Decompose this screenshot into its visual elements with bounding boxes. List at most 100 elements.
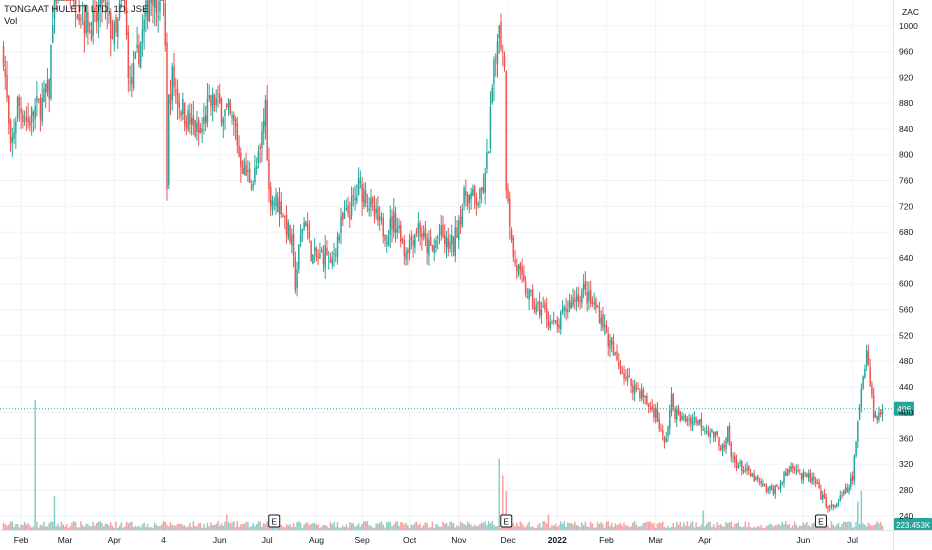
volume-bar <box>259 521 261 530</box>
candle-body <box>484 172 486 194</box>
candle-body <box>447 238 450 250</box>
volume-bar <box>143 522 145 530</box>
volume-bar <box>656 523 659 530</box>
volume-bar <box>53 496 56 530</box>
earnings-marker[interactable]: E <box>500 514 513 528</box>
candle <box>644 395 646 405</box>
volume-bar <box>698 526 701 530</box>
volume-bar <box>39 524 42 530</box>
candle-body <box>681 415 683 421</box>
volume-bar <box>342 525 344 530</box>
volume-bar <box>857 501 859 530</box>
candle-body <box>23 120 26 122</box>
candle-body <box>582 284 585 291</box>
candle <box>129 65 131 92</box>
candle <box>319 242 321 259</box>
candle <box>793 466 796 475</box>
candle-body <box>148 0 151 21</box>
candle-body <box>29 121 31 127</box>
volume-bar <box>660 523 662 530</box>
candle <box>804 471 806 478</box>
time-axis[interactable]: Feb Mar Apr 4 Jun Jul Aug Sep Oct Nov Dec 2022 Feb Ma… <box>0 530 932 546</box>
candle-body <box>739 461 741 464</box>
volume-bar <box>811 523 813 530</box>
time-tick-label: Oct <box>403 535 417 545</box>
volume-bar <box>635 524 638 530</box>
symbol-title[interactable]: TONGAAT HULETT LTD, 1D, JSE <box>4 4 149 15</box>
volume-bar <box>661 521 664 530</box>
candle-body <box>528 289 530 300</box>
candle-body <box>359 181 362 183</box>
candle-body <box>549 322 551 329</box>
candle-body <box>59 0 61 1</box>
volume-label[interactable]: Vol <box>4 16 18 27</box>
volume-bar <box>473 524 476 530</box>
candle-body <box>329 259 332 263</box>
volume-bar <box>243 523 246 530</box>
candle-body <box>523 275 525 281</box>
candle <box>544 299 546 313</box>
earnings-marker[interactable]: E <box>268 514 281 528</box>
volume-bar <box>711 527 713 530</box>
volume-bar <box>113 527 116 530</box>
volume-bar <box>560 521 562 530</box>
candle-body <box>567 309 569 312</box>
price-axis[interactable]: 2402803203604004404805205606006406807207… <box>893 0 920 550</box>
candle-body <box>141 29 144 43</box>
candle-body <box>117 19 119 37</box>
candle-body <box>565 307 567 312</box>
candle-body <box>122 0 124 1</box>
candle-body <box>524 281 527 295</box>
candle-body <box>99 0 101 9</box>
volume-bar <box>284 527 286 530</box>
volume-bar <box>189 522 191 530</box>
candle-body <box>71 0 73 1</box>
candle <box>646 392 648 406</box>
candle-body <box>584 281 587 289</box>
volume-bar <box>431 521 434 530</box>
volume-bar <box>32 526 35 530</box>
earnings-marker[interactable]: E <box>814 514 827 528</box>
candle-body <box>166 42 168 189</box>
volume-bar <box>180 523 182 530</box>
candle-body <box>804 473 806 475</box>
candle-body <box>521 266 523 275</box>
candle-body <box>570 302 573 308</box>
volume-bar <box>407 525 409 530</box>
volume-bar <box>206 522 209 530</box>
candle <box>658 412 660 433</box>
candle <box>384 234 386 247</box>
candle-body <box>76 15 79 18</box>
volume-bar <box>621 525 624 530</box>
candle <box>806 472 808 478</box>
volume-bar <box>684 525 687 530</box>
candle <box>797 464 799 473</box>
volume-bar <box>739 526 741 530</box>
candle <box>848 484 850 495</box>
candle-body <box>825 497 827 507</box>
candle-body <box>415 230 418 234</box>
candle <box>80 14 82 29</box>
candle <box>475 192 478 216</box>
volume-bar <box>804 524 806 530</box>
volume-bar <box>654 527 657 530</box>
candle-body <box>238 145 240 157</box>
candle <box>864 364 866 379</box>
candle <box>227 98 230 116</box>
earnings-marker-box <box>500 514 513 528</box>
volume-bar <box>781 521 784 530</box>
candle <box>60 0 63 1</box>
candle <box>626 368 629 386</box>
candle-body <box>8 95 10 124</box>
candle <box>730 441 733 463</box>
volume-bar <box>424 522 427 530</box>
candle <box>124 0 126 15</box>
volume-bar <box>451 521 453 530</box>
candle-body <box>779 482 782 489</box>
candle <box>306 212 309 240</box>
candle-body <box>848 487 850 493</box>
volume-bar <box>507 527 509 530</box>
candle <box>823 488 826 500</box>
